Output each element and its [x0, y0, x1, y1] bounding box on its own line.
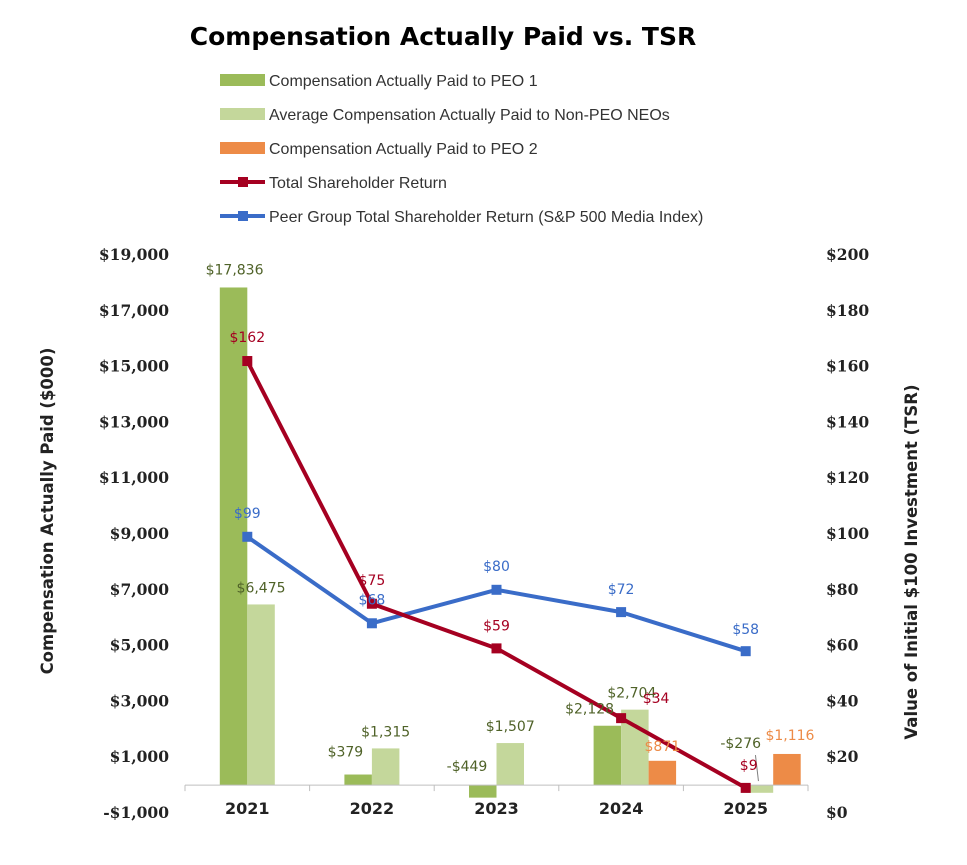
legend-label: Total Shareholder Return	[269, 175, 447, 192]
data-labels: $17,836 $379 -$449 $2,128 $6,475 $1,315 $1,507…	[206, 262, 815, 782]
y-axis-title: Compensation Actually Paid ($000)	[38, 348, 57, 675]
bar-average-compensation-actually-paid-to-non-peo-neos-2025	[745, 785, 774, 793]
bar-average-compensation-actually-paid-to-non-peo-neos-2021	[247, 604, 275, 786]
data-label: $17,836	[206, 262, 264, 278]
y2-tick-label: $0	[826, 803, 848, 822]
data-label: $379	[328, 745, 364, 761]
marker-total-shareholder-return	[242, 356, 253, 367]
bar-compensation-actually-paid-to-peo-2-2025	[773, 753, 801, 786]
marker-peer-group-total-shareholder-return-s-p-500-media-index	[616, 607, 627, 618]
leader-line	[754, 755, 759, 782]
axes: $19,000 $17,000 $15,000 $13,000 $11,000 $9,00…	[99, 245, 869, 822]
data-label: $68	[359, 592, 386, 608]
y-tick-label: $7,000	[110, 580, 170, 599]
y-tick-label: $9,000	[110, 524, 170, 543]
bar-compensation-actually-paid-to-peo-1-2023	[469, 785, 497, 798]
y2-tick-label: $160	[826, 357, 869, 376]
y2-tick-label: $200	[826, 245, 869, 264]
marker-peer-group-total-shareholder-return-s-p-500-media-index	[366, 618, 377, 629]
data-label: $2,704	[607, 686, 656, 702]
y-tick-label: $5,000	[110, 636, 170, 655]
data-label: $9	[740, 758, 758, 774]
data-label: $59	[483, 618, 510, 634]
data-label: $99	[234, 506, 261, 522]
marker-total-shareholder-return	[616, 713, 627, 724]
y-tick-label: $11,000	[99, 468, 169, 487]
y-tick-label: $3,000	[110, 691, 170, 710]
y2-tick-label: $40	[826, 691, 859, 710]
legend-swatch-compensation-actually-paid-to-peo-2	[220, 142, 265, 154]
legend-swatch-compensation-actually-paid-to-peo-1	[220, 74, 265, 86]
y-tick-label: -$1,000	[103, 803, 169, 822]
y2-axis-title: Value of Initial $100 Investment (TSR)	[902, 384, 921, 739]
data-label: $162	[229, 330, 265, 346]
data-label: $80	[483, 559, 510, 575]
data-label: $6,475	[237, 580, 286, 596]
y-tick-label: $1,000	[110, 747, 170, 766]
bar-compensation-actually-paid-to-peo-1-2022	[344, 774, 372, 786]
data-label: $2,128	[565, 702, 614, 718]
legend-marker-peer-group-total-shareholder-return-s-p-500-media-index	[238, 211, 248, 221]
lines	[242, 356, 751, 793]
marker-total-shareholder-return	[740, 782, 751, 793]
legend-marker-total-shareholder-return	[238, 177, 248, 187]
data-label: $75	[359, 573, 386, 589]
legend-label: Compensation Actually Paid to PEO 1	[269, 73, 538, 90]
data-label: $1,315	[361, 724, 410, 740]
data-label: -$449	[447, 759, 488, 775]
y2-tick-label: $140	[826, 412, 869, 431]
data-label: -$276	[720, 736, 761, 752]
bar-average-compensation-actually-paid-to-non-peo-neos-2022	[371, 748, 400, 786]
legend: Compensation Actually Paid to PEO 1 Avera…	[220, 73, 703, 226]
y2-tick-label: $180	[826, 301, 869, 320]
x-tick-label: 2022	[350, 799, 395, 818]
legend-swatch-average-compensation-actually-paid-to-non-peo-neos	[220, 108, 265, 120]
y2-tick-label: $60	[826, 636, 859, 655]
x-tick-label: 2021	[225, 799, 270, 818]
bar-compensation-actually-paid-to-peo-2-2024	[648, 760, 677, 786]
data-label: $871	[645, 739, 681, 755]
bar-average-compensation-actually-paid-to-non-peo-neos-2023	[496, 743, 524, 786]
data-label: $58	[732, 622, 759, 638]
marker-peer-group-total-shareholder-return-s-p-500-media-index	[242, 531, 253, 542]
x-tick-label: 2024	[599, 799, 644, 818]
marker-peer-group-total-shareholder-return-s-p-500-media-index	[491, 584, 502, 595]
legend-label: Average Compensation Actually Paid to No…	[269, 107, 670, 124]
legend-label: Compensation Actually Paid to PEO 2	[269, 141, 538, 158]
y2-tick-label: $80	[826, 580, 859, 599]
y-tick-label: $13,000	[99, 412, 169, 431]
data-label: $1,507	[486, 719, 535, 735]
y-tick-label: $19,000	[99, 245, 169, 264]
x-tick-label: 2025	[723, 799, 768, 818]
bar-compensation-actually-paid-to-peo-1-2024	[593, 725, 622, 786]
data-label: $1,116	[765, 728, 814, 744]
data-label: $34	[643, 691, 670, 707]
y2-tick-label: $100	[826, 524, 869, 543]
y2-tick-label: $120	[826, 468, 869, 487]
y-tick-label: $17,000	[99, 301, 169, 320]
legend-label: Peer Group Total Shareholder Return (S&P…	[269, 209, 703, 226]
y-tick-label: $15,000	[99, 357, 169, 376]
data-label: $72	[608, 582, 635, 598]
marker-peer-group-total-shareholder-return-s-p-500-media-index	[740, 646, 751, 657]
marker-total-shareholder-return	[366, 598, 377, 609]
chart-title: Compensation Actually Paid vs. TSR	[190, 22, 696, 51]
x-tick-label: 2023	[474, 799, 519, 818]
marker-total-shareholder-return	[491, 643, 502, 654]
y2-tick-label: $20	[826, 747, 859, 766]
